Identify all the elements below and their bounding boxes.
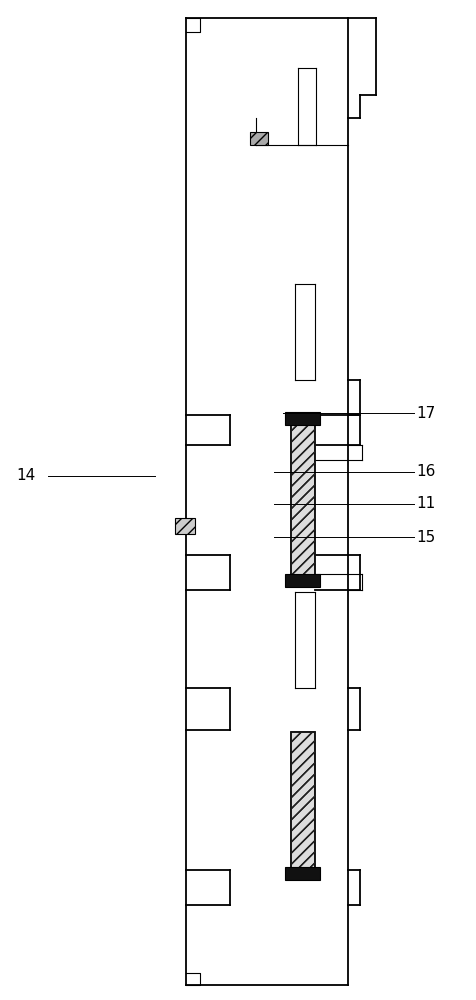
- Text: 16: 16: [416, 464, 436, 480]
- Bar: [291, 732, 315, 870]
- Text: 15: 15: [416, 530, 436, 544]
- Text: 14: 14: [17, 468, 36, 484]
- Text: 17: 17: [416, 406, 436, 420]
- Bar: [285, 574, 320, 587]
- Bar: [250, 132, 268, 145]
- Bar: [175, 518, 195, 534]
- Bar: [291, 732, 315, 870]
- Bar: [291, 418, 315, 582]
- Text: 11: 11: [416, 496, 436, 512]
- Bar: [285, 867, 320, 880]
- Bar: [285, 412, 320, 425]
- Bar: [291, 418, 315, 582]
